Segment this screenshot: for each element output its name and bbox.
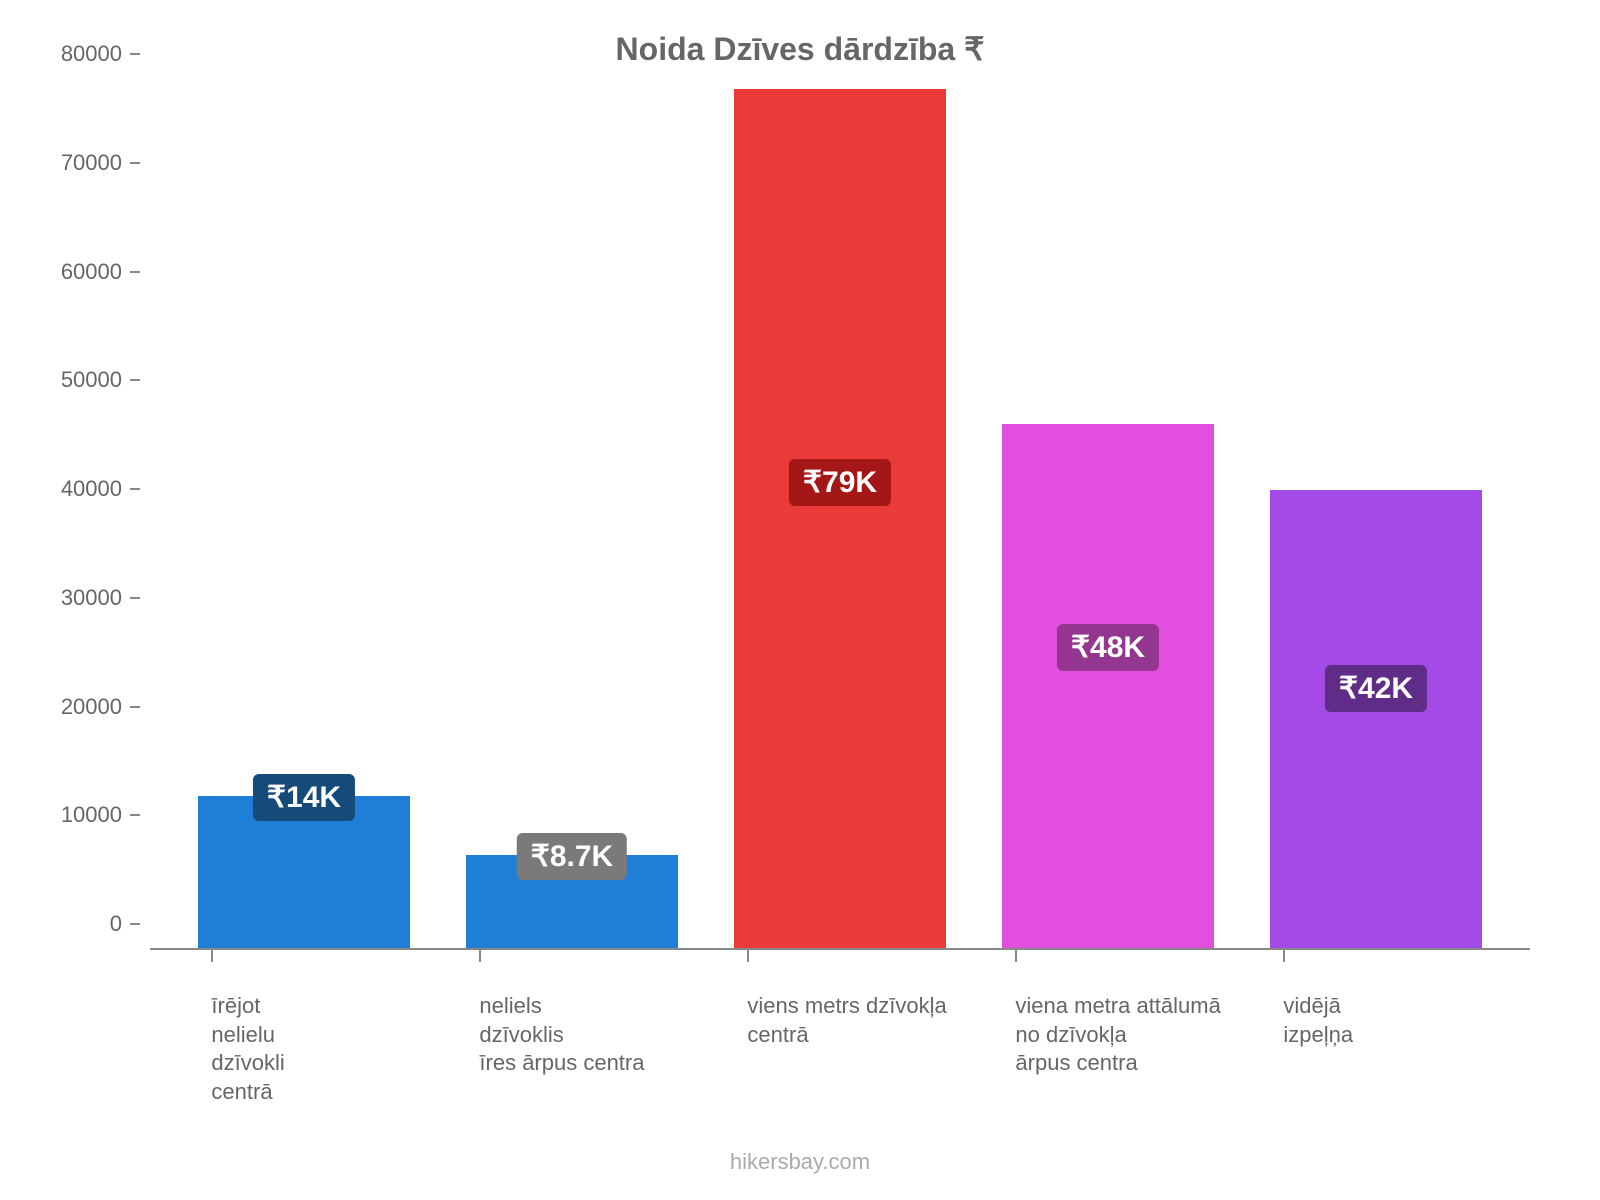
y-tick: 80000 — [20, 41, 140, 67]
x-tick-mark — [719, 950, 960, 962]
bar: ₹48K — [1002, 424, 1214, 950]
y-tick-mark — [130, 706, 140, 708]
x-label: īrējot nelielu dzīvokli centrā — [183, 992, 424, 1106]
bar-value-badge: ₹48K — [1057, 624, 1159, 671]
y-tick-label: 40000 — [61, 476, 130, 502]
source-label: hikersbay.com — [0, 1149, 1600, 1175]
bar-slot: ₹8.7K — [451, 80, 692, 950]
x-tick-mark — [183, 950, 424, 962]
x-label: vidējā izpeļņa — [1255, 992, 1496, 1106]
bar-value-badge: ₹79K — [789, 459, 891, 506]
y-tick-mark — [130, 53, 140, 55]
x-label: viena metra attālumā no dzīvokļa ārpus c… — [987, 992, 1228, 1106]
y-tick-label: 50000 — [61, 367, 130, 393]
y-tick-label: 80000 — [61, 41, 130, 67]
x-label: viens metrs dzīvokļa centrā — [719, 992, 960, 1106]
y-tick-mark — [130, 271, 140, 273]
bar-slot: ₹79K — [719, 80, 960, 950]
bar: ₹42K — [1270, 490, 1482, 950]
y-tick: 50000 — [20, 367, 140, 393]
y-tick: 60000 — [20, 259, 140, 285]
bar-slot: ₹48K — [987, 80, 1228, 950]
y-tick-label: 60000 — [61, 259, 130, 285]
y-tick-mark — [130, 488, 140, 490]
bar-value-badge: ₹8.7K — [517, 833, 627, 880]
y-tick-label: 10000 — [61, 802, 130, 828]
y-tick-mark — [130, 379, 140, 381]
y-tick-mark — [130, 162, 140, 164]
bar: ₹8.7K — [466, 855, 678, 950]
y-tick-label: 20000 — [61, 694, 130, 720]
bar-value-badge: ₹42K — [1325, 665, 1427, 712]
y-axis: 0100002000030000400005000060000700008000… — [40, 80, 140, 950]
y-tick: 0 — [20, 911, 140, 937]
y-tick-mark — [130, 923, 140, 925]
x-label: neliels dzīvoklis īres ārpus centra — [451, 992, 692, 1106]
bar-slot: ₹14K — [183, 80, 424, 950]
bar-value-badge: ₹14K — [253, 774, 355, 821]
x-tick-mark — [451, 950, 692, 962]
bar-slot: ₹42K — [1255, 80, 1496, 950]
y-tick-mark — [130, 814, 140, 816]
bars-row: ₹14K ₹8.7K ₹79K ₹48K ₹42K — [150, 80, 1530, 950]
y-tick-label: 30000 — [61, 585, 130, 611]
y-tick: 20000 — [20, 694, 140, 720]
x-baseline — [150, 948, 1530, 950]
y-tick-mark — [130, 597, 140, 599]
bar: ₹79K — [734, 89, 946, 950]
x-tick-mark — [1255, 950, 1496, 962]
y-tick: 70000 — [20, 150, 140, 176]
x-tick-mark — [987, 950, 1228, 962]
plot-area: 0100002000030000400005000060000700008000… — [150, 80, 1530, 950]
y-tick-label: 0 — [110, 911, 130, 937]
bar: ₹14K — [198, 796, 410, 950]
y-tick: 10000 — [20, 802, 140, 828]
y-tick-label: 70000 — [61, 150, 130, 176]
x-labels: īrējot nelielu dzīvokli centrāneliels dz… — [150, 962, 1530, 1106]
y-tick: 40000 — [20, 476, 140, 502]
chart-container: Noida Dzīves dārdzība ₹ 0100002000030000… — [0, 0, 1600, 1200]
x-ticks — [150, 950, 1530, 962]
y-tick: 30000 — [20, 585, 140, 611]
chart-title: Noida Dzīves dārdzība ₹ — [40, 30, 1560, 68]
